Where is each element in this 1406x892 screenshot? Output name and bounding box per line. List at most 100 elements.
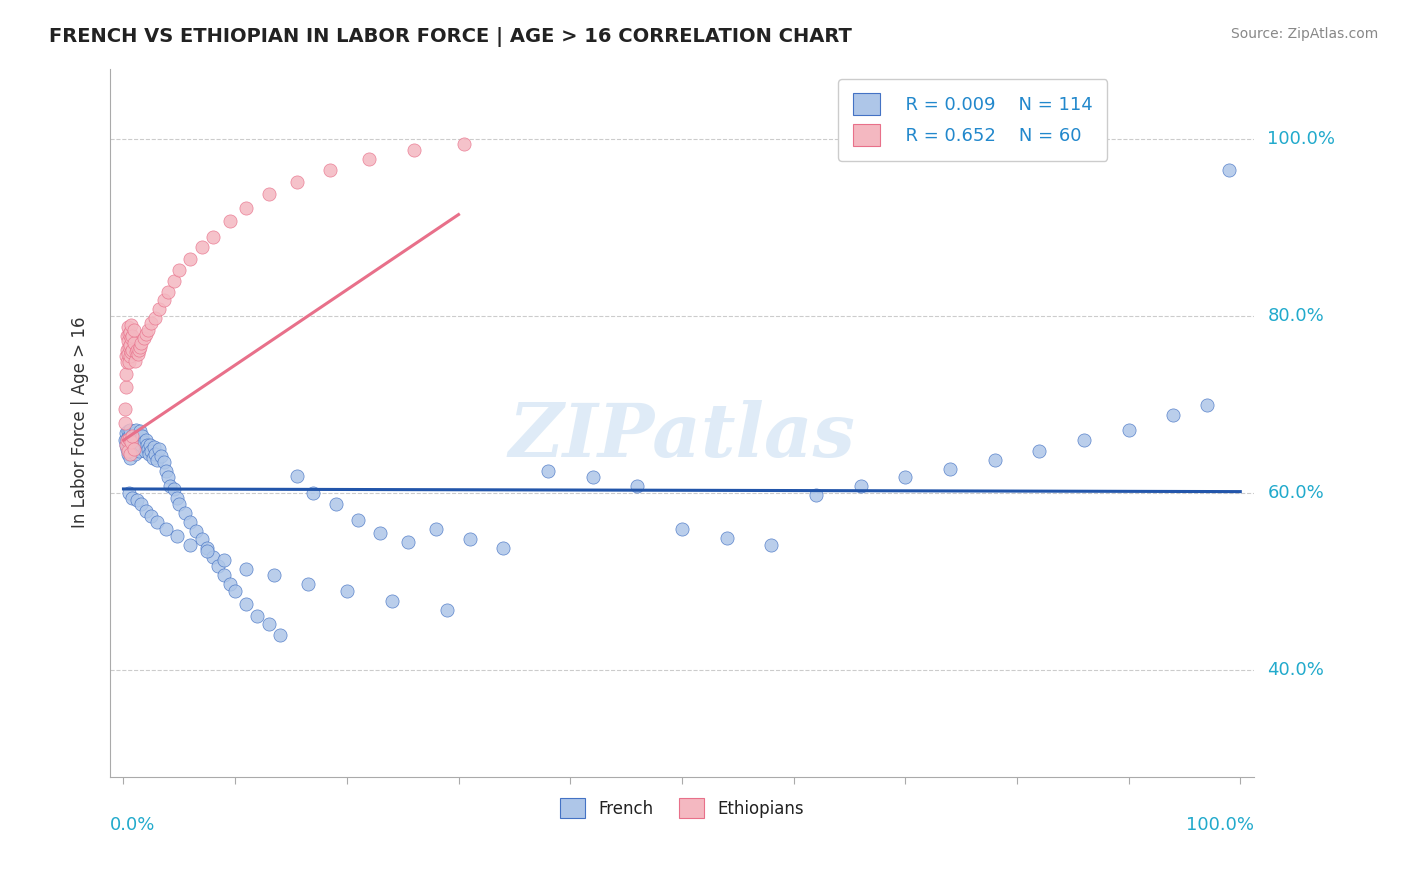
Text: 100.0%: 100.0%	[1185, 815, 1254, 833]
Point	[115, 355, 138, 369]
Point	[131, 438, 153, 452]
Point	[207, 558, 229, 573]
Point	[302, 486, 325, 500]
Point	[118, 486, 141, 500]
Point	[131, 429, 153, 443]
Point	[122, 323, 145, 337]
Point	[132, 331, 155, 345]
Point	[152, 293, 174, 308]
Point	[141, 508, 163, 523]
Point	[136, 442, 159, 457]
Point	[761, 538, 783, 552]
Point	[148, 302, 170, 317]
Point	[132, 435, 155, 450]
Point	[319, 163, 342, 178]
Point	[380, 594, 402, 608]
Point	[114, 438, 136, 452]
Point	[117, 425, 139, 439]
Text: 60.0%: 60.0%	[1267, 484, 1324, 502]
Point	[894, 470, 917, 484]
Point	[166, 529, 188, 543]
Point	[120, 331, 142, 345]
Y-axis label: In Labor Force | Age > 16: In Labor Force | Age > 16	[72, 317, 89, 528]
Point	[118, 327, 141, 342]
Point	[124, 446, 146, 460]
Text: Source: ZipAtlas.com: Source: ZipAtlas.com	[1230, 27, 1378, 41]
Point	[114, 438, 136, 452]
Point	[115, 434, 138, 448]
Point	[120, 432, 142, 446]
Point	[115, 442, 138, 457]
Point	[163, 482, 186, 496]
Point	[174, 506, 197, 520]
Point	[114, 402, 136, 417]
Point	[269, 628, 291, 642]
Point	[297, 576, 319, 591]
Point	[120, 337, 142, 351]
Point	[129, 425, 152, 439]
Point	[235, 597, 257, 611]
Point	[118, 438, 141, 452]
Point	[125, 423, 148, 437]
Point	[120, 446, 142, 460]
Point	[396, 535, 419, 549]
Point	[114, 426, 136, 441]
Point	[212, 553, 235, 567]
Point	[1118, 423, 1140, 437]
Point	[125, 344, 148, 359]
Point	[125, 435, 148, 450]
Point	[218, 213, 240, 227]
Point	[136, 323, 159, 337]
Point	[125, 343, 148, 357]
Point	[120, 443, 142, 458]
Point	[115, 432, 138, 446]
Point	[120, 349, 142, 363]
Point	[117, 435, 139, 450]
Point	[121, 328, 143, 343]
Point	[983, 452, 1005, 467]
Text: FRENCH VS ETHIOPIAN IN LABOR FORCE | AGE > 16 CORRELATION CHART: FRENCH VS ETHIOPIAN IN LABOR FORCE | AGE…	[49, 27, 852, 46]
Point	[120, 326, 142, 340]
Point	[939, 461, 962, 475]
Point	[146, 515, 169, 529]
Point	[121, 429, 143, 443]
Point	[120, 434, 142, 448]
Point	[370, 526, 392, 541]
Point	[117, 443, 139, 458]
Point	[122, 443, 145, 458]
Point	[121, 343, 143, 357]
Text: ZIPatlas: ZIPatlas	[509, 401, 855, 473]
Point	[195, 541, 218, 556]
Point	[125, 429, 148, 443]
Point	[1161, 409, 1184, 423]
Point	[117, 346, 139, 360]
Point	[120, 423, 142, 437]
Point	[285, 175, 308, 189]
Point	[138, 446, 160, 460]
Point	[146, 452, 169, 467]
Point	[425, 522, 447, 536]
Point	[114, 434, 136, 448]
Point	[581, 470, 603, 484]
Point	[114, 380, 136, 394]
Point	[115, 328, 138, 343]
Point	[114, 416, 136, 430]
Point	[125, 493, 148, 508]
Point	[359, 152, 381, 166]
Point	[124, 438, 146, 452]
Point	[118, 443, 141, 458]
Point	[129, 434, 152, 448]
Point	[135, 327, 157, 342]
Point	[492, 541, 515, 556]
Point	[131, 497, 153, 511]
Point	[402, 143, 425, 157]
Point	[257, 187, 280, 202]
Point	[128, 343, 150, 357]
Point	[325, 497, 347, 511]
Point	[537, 464, 560, 478]
Point	[336, 583, 359, 598]
Point	[114, 349, 136, 363]
Point	[131, 335, 153, 350]
Point	[212, 567, 235, 582]
Point	[141, 317, 163, 331]
